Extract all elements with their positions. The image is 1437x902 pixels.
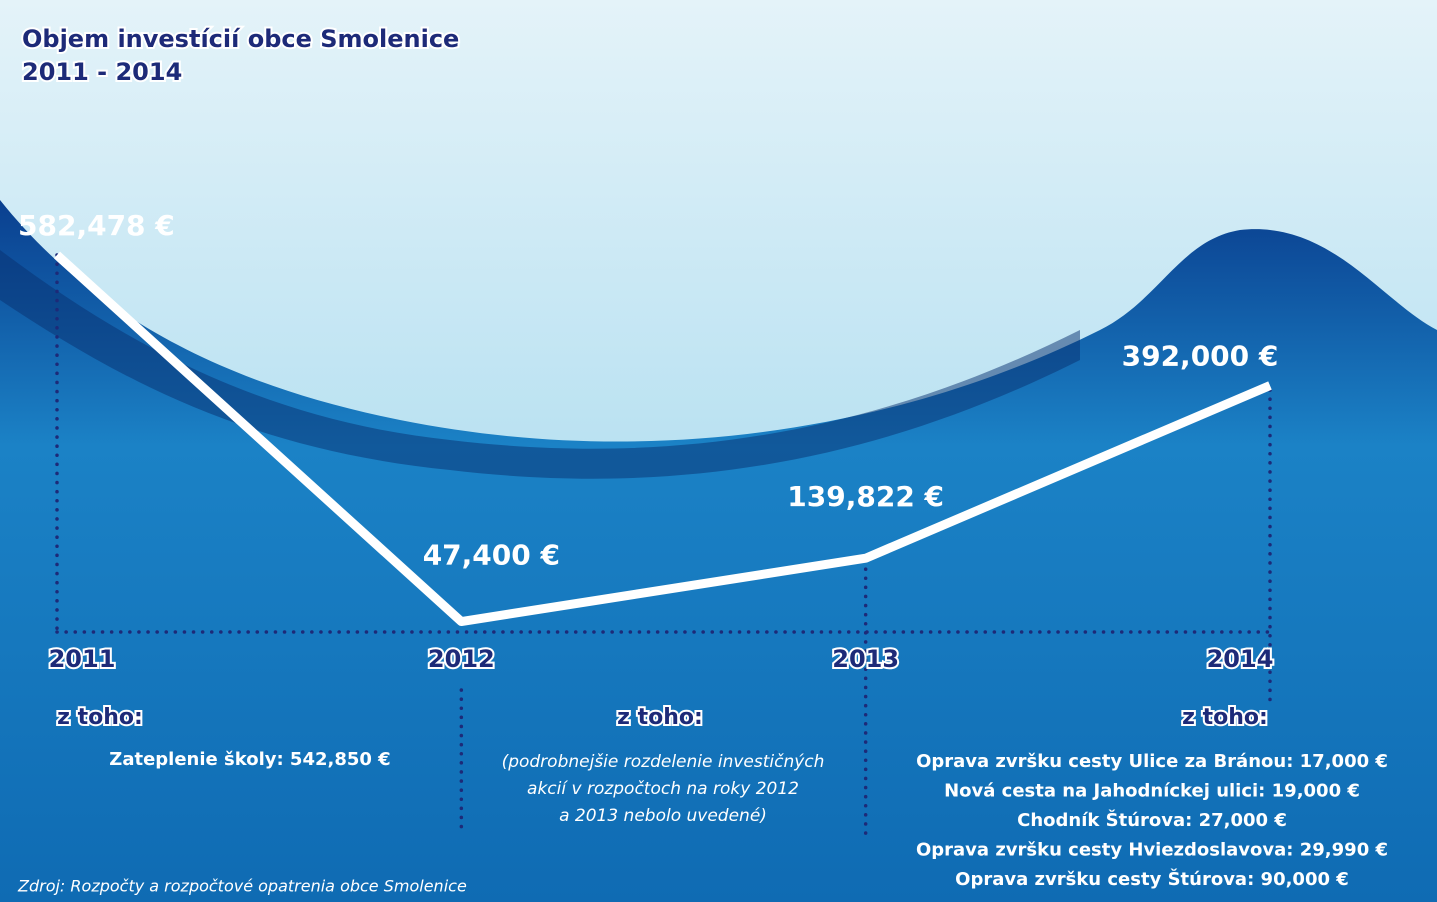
x-tick-label: 2012	[428, 645, 495, 673]
x-tick-label: 2011	[49, 645, 116, 673]
breakdown-heading: z toho:	[57, 705, 143, 730]
x-tick-label: 2013	[832, 645, 899, 673]
value-label: 47,400 €	[423, 539, 560, 572]
breakdown-heading: z toho:	[617, 705, 703, 730]
x-tick-label: 2014	[1207, 645, 1274, 673]
value-label: 582,478 €	[18, 209, 175, 242]
source: Zdroj: Rozpočty a rozpočtové opatrenia o…	[17, 877, 467, 896]
chart-title: Objem investícií obce Smolenice	[22, 25, 459, 53]
breakdown-item: a 2013 nebolo uvedené)	[559, 806, 767, 826]
value-label: 139,822 €	[787, 480, 944, 513]
breakdown-item: Oprava zvršku cesty Ulice za Bránou: 17,…	[916, 751, 1388, 772]
breakdown-heading: z toho:	[1182, 705, 1268, 730]
breakdown-item: (podrobnejšie rozdelenie investičných	[502, 752, 825, 772]
breakdown-item: Oprava zvršku cesty Štúrova: 90,000 €	[955, 868, 1349, 890]
breakdown-item: Chodník Štúrova: 27,000 €	[1017, 809, 1287, 831]
chart: Objem investícií obce Smolenice 2011 - 2…	[0, 0, 1437, 902]
breakdown-item: akcií v rozpočtoch na roky 2012	[527, 779, 799, 799]
breakdown-item: Nová cesta na Jahodníckej ulici: 19,000 …	[944, 781, 1360, 802]
breakdown-item: Oprava zvršku cesty Hviezdoslavova: 29,9…	[916, 840, 1388, 861]
chart-subtitle: 2011 - 2014	[22, 58, 182, 86]
value-label: 392,000 €	[1122, 339, 1279, 372]
breakdown-item: Zateplenie školy: 542,850 €	[109, 749, 390, 770]
